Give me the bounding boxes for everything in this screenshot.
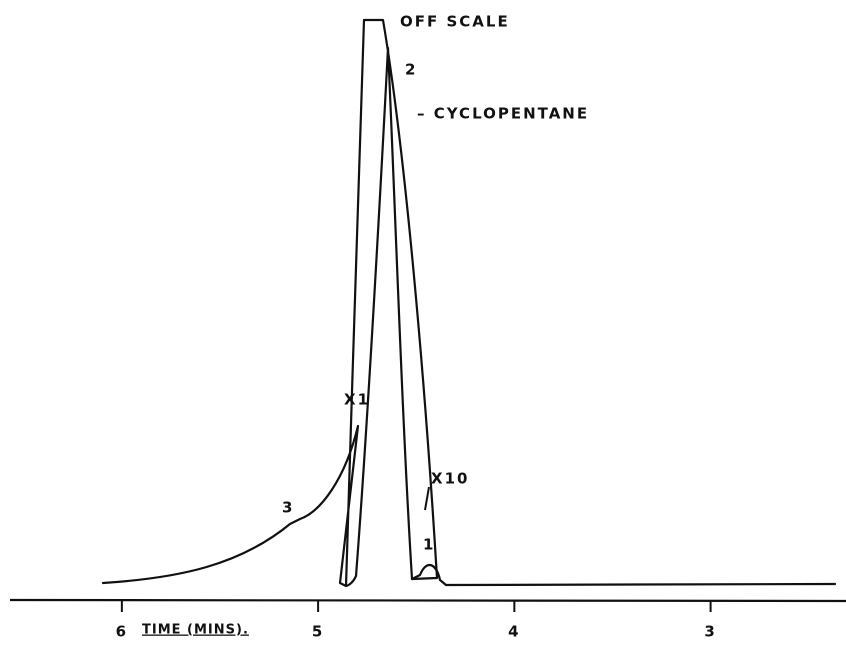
x-axis bbox=[9, 598, 846, 603]
annotation: X10 bbox=[431, 470, 469, 488]
x-axis-label: TIME (MINS). bbox=[142, 623, 249, 638]
annotation: 1 bbox=[423, 536, 435, 554]
trace bbox=[101, 18, 837, 588]
x10-mark bbox=[424, 486, 430, 511]
chromatogram-trace bbox=[101, 18, 439, 588]
x-tick-label: 3 bbox=[704, 623, 716, 641]
annotation: – CYCLOPENTANE bbox=[417, 105, 589, 123]
annotation: 2 bbox=[405, 61, 417, 79]
x-tick-label: 4 bbox=[508, 623, 520, 641]
annotation: OFF SCALE bbox=[400, 13, 510, 31]
x-tick-label: 5 bbox=[312, 623, 324, 641]
annotation: X1 bbox=[344, 391, 370, 409]
small-peak bbox=[410, 564, 837, 587]
x-tick-label: 6 bbox=[116, 623, 128, 641]
annotation: 3 bbox=[282, 499, 294, 517]
